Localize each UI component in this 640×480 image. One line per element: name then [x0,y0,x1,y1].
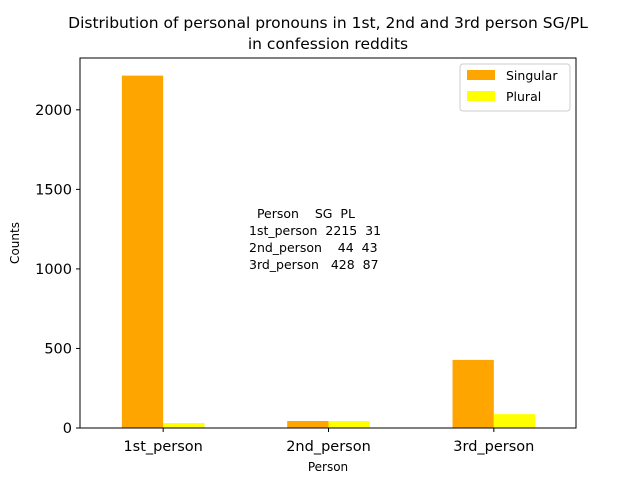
legend: Singular Plural [459,63,571,112]
annotation-line: 2nd_person 44 43 [249,240,378,255]
bars-group [121,75,536,428]
x-tick-label: 3rd_person [453,439,534,455]
bar-plural-3rd_person [493,414,536,428]
legend-swatch-plural [467,91,495,101]
chart-title-line-2: in confession reddits [248,35,408,53]
bar-singular-1st_person [121,75,164,428]
bar-singular-2nd_person [287,421,329,428]
y-tick-label: 500 [44,341,72,357]
y-tick-label: 0 [63,421,72,437]
x-axis-label: Person [308,460,348,474]
legend-label-singular: Singular [506,68,558,83]
annotation-line: 3rd_person 428 87 [249,257,379,272]
chart-title-line-1: Distribution of personal pronouns in 1st… [68,14,588,32]
x-tick-label: 2nd_person [286,439,371,455]
y-tick-label: 1000 [35,262,72,278]
plot-frame [79,57,577,429]
legend-swatch-singular [467,70,495,80]
data-table-annotation: Person SG PL 1st_person 2215 31 2nd_person… [249,206,381,272]
legend-label-plural: Plural [506,89,541,104]
bar-singular-3rd_person [452,359,494,428]
annotation-line: 1st_person 2215 31 [249,223,381,238]
x-axis-ticks: 1st_person 2nd_person 3rd_person [123,428,534,455]
bar-plural-1st_person [163,423,205,428]
y-axis-ticks: 0 500 1000 1500 2000 [35,103,80,437]
x-tick-label: 1st_person [123,439,202,455]
bar-plural-2nd_person [328,421,370,428]
y-axis-label: Counts [8,222,22,264]
y-tick-label: 1500 [35,182,72,198]
annotation-line: Person SG PL [249,206,355,221]
y-tick-label: 2000 [35,103,72,119]
